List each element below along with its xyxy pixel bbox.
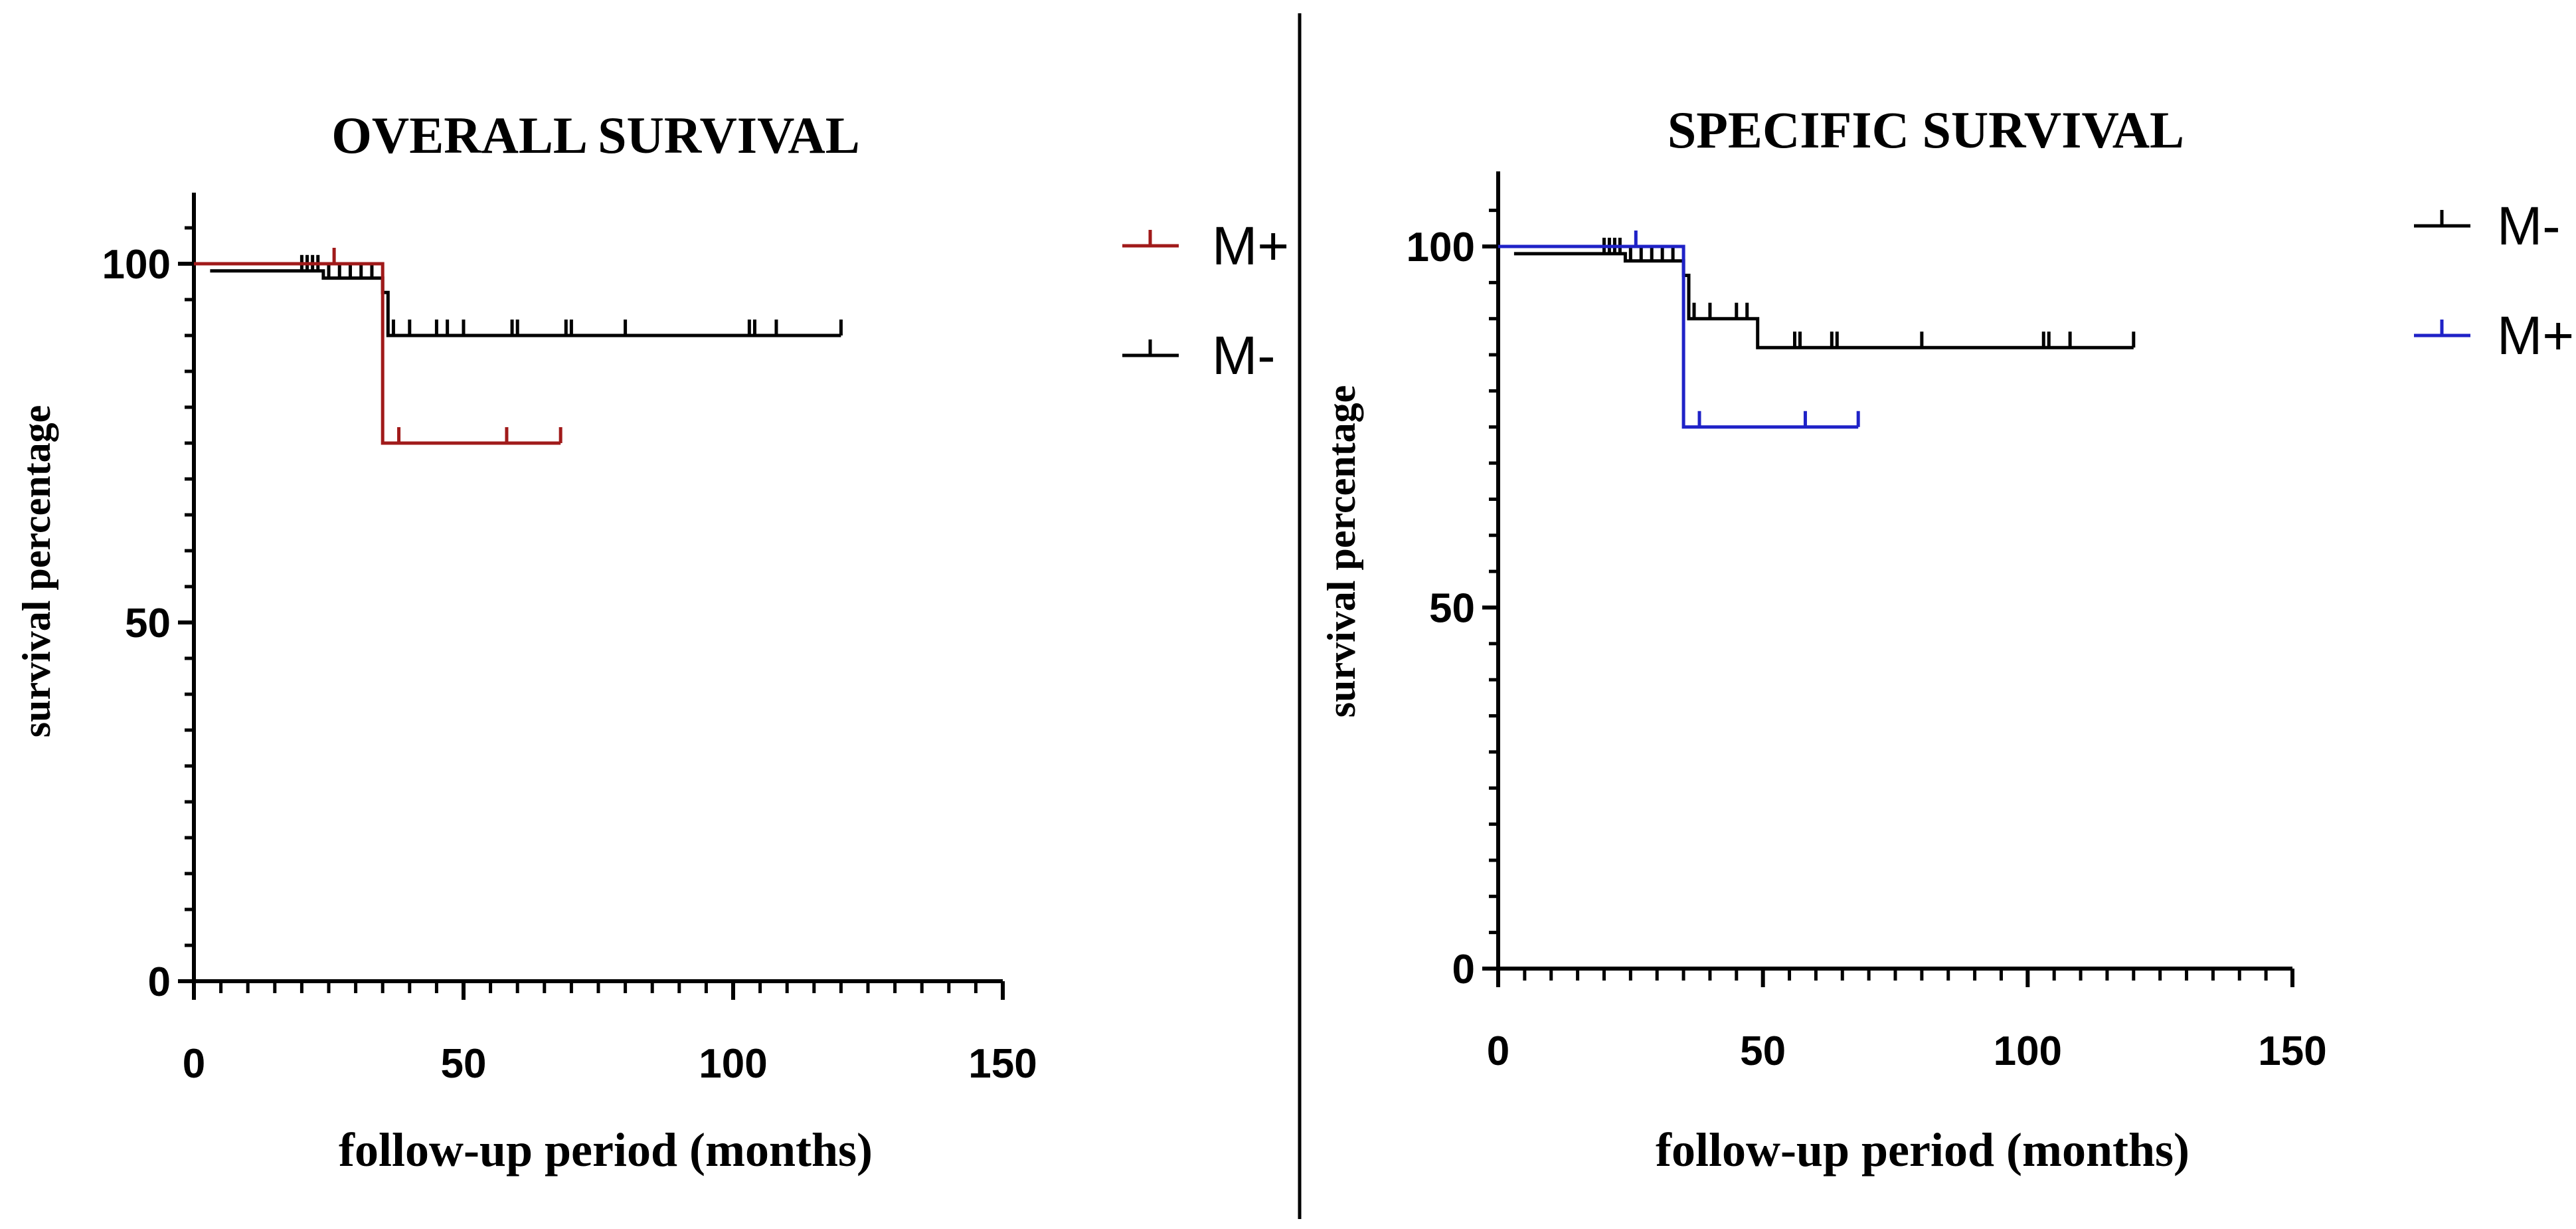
overall-survival-plot: 0 50 100 0 50 100 150 M+ M- xyxy=(102,193,1289,1087)
specific-survival-ylabel: survival percentage xyxy=(1320,385,1363,717)
overall-survival-xlabel: follow-up period (months) xyxy=(339,1123,873,1177)
x-tick-label: 0 xyxy=(1487,1028,1509,1074)
legend-label-m-minus: M- xyxy=(1212,326,1276,386)
x-tick-label: 100 xyxy=(1994,1028,2062,1074)
x-tick-label: 150 xyxy=(968,1041,1037,1087)
series-line-m-minus xyxy=(210,269,841,337)
x-tick-label: 50 xyxy=(1740,1028,1786,1074)
specific-survival-title: SPECIFIC SURVIVAL xyxy=(1668,101,2184,159)
series-line-m-minus xyxy=(1513,252,2134,349)
x-tick-label: 0 xyxy=(183,1041,205,1087)
specific-survival-plot: 0 50 100 0 50 100 150 M- M+ xyxy=(1407,171,2574,1074)
legend-label-m-plus: M+ xyxy=(1212,216,1289,276)
legend-label-m-minus: M- xyxy=(2497,196,2561,256)
y-tick-label: 100 xyxy=(102,242,171,288)
y-tick-label: 50 xyxy=(125,601,171,646)
legend-label-m-plus: M+ xyxy=(2497,306,2574,366)
series-line-m-plus xyxy=(1498,244,1859,429)
series-line-m-plus xyxy=(194,262,561,445)
x-tick-label: 100 xyxy=(699,1041,767,1087)
x-tick-label: 50 xyxy=(441,1041,487,1087)
y-tick-label: 100 xyxy=(1407,225,1475,270)
overall-survival-title: OVERALL SURVIVAL xyxy=(331,106,860,164)
y-tick-label: 50 xyxy=(1429,586,1475,632)
y-tick-label: 0 xyxy=(148,959,171,1005)
y-tick-label: 0 xyxy=(1452,947,1475,993)
specific-survival-xlabel: follow-up period (months) xyxy=(1656,1123,2190,1177)
x-tick-label: 150 xyxy=(2258,1028,2326,1074)
overall-survival-ylabel: survival percentage xyxy=(15,405,58,737)
